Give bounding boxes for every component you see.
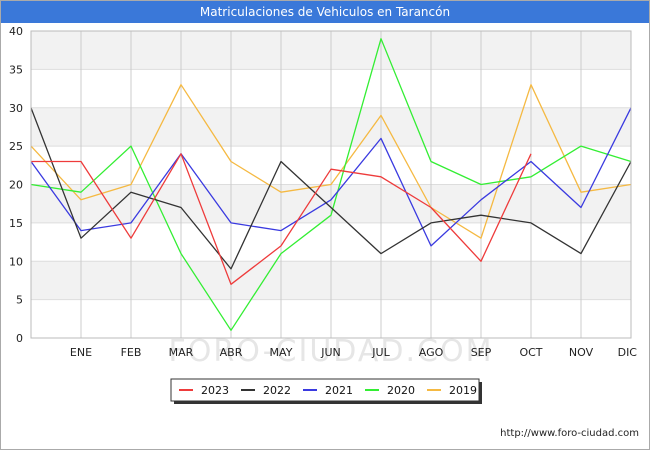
series-lines (30, 38, 632, 331)
legend-label-2023: 2023 (201, 384, 229, 397)
y-tick-label: 35 (9, 63, 23, 76)
x-tick-label: ENE (70, 346, 92, 359)
series-line-2022 (30, 107, 632, 270)
x-tick-label: JUN (320, 346, 341, 359)
legend-label-2019: 2019 (449, 384, 477, 397)
x-tick-label: JUL (371, 346, 390, 359)
y-tick-label: 30 (9, 102, 23, 115)
x-tick-label: MAY (270, 346, 293, 359)
x-tick-label: OCT (519, 346, 542, 359)
plot-border (30, 30, 632, 339)
legend-label-2021: 2021 (325, 384, 353, 397)
x-tick-label: NOV (569, 346, 594, 359)
x-tick-label: FEB (121, 346, 142, 359)
y-tick-label: 10 (9, 255, 23, 268)
x-tick-label: ABR (220, 346, 243, 359)
y-tick-labels: 0 5 10 15 20 25 30 35 40 (9, 25, 23, 345)
source-url[interactable]: http://www.foro-ciudad.com (500, 428, 639, 439)
series-line-2021 (30, 107, 632, 247)
series-line-2020 (30, 38, 632, 331)
legend-label-2020: 2020 (387, 384, 415, 397)
series-line-2023 (31, 153, 532, 285)
x-tick-label: DIC (618, 346, 638, 359)
y-tick-label: 25 (9, 140, 23, 153)
watermark: FORO-CIUDAD.COM (169, 334, 494, 369)
x-tick-label: AGO (419, 346, 444, 359)
watermark-text: FORO-CIUDAD.COM (169, 334, 494, 369)
x-tick-labels: ENE FEB MAR ABR MAY JUN JUL AGO SEP OCT NOV DIC (70, 346, 637, 359)
x-tick-label: MAR (169, 346, 194, 359)
y-tick-label: 0 (16, 332, 23, 345)
legend: 2023 2022 2021 2020 2019 (170, 378, 482, 404)
legend-label-2022: 2022 (263, 384, 291, 397)
legend-box (170, 378, 480, 402)
y-tick-label: 5 (16, 294, 23, 307)
y-tick-label: 15 (9, 217, 23, 230)
x-tick-label: SEP (471, 346, 492, 359)
y-tick-label: 40 (9, 25, 23, 38)
y-tick-label: 20 (9, 179, 23, 192)
series-line-2019 (30, 84, 632, 239)
chart-title: Matriculaciones de Vehiculos en Tarancón (1, 1, 649, 23)
axes (30, 30, 632, 339)
